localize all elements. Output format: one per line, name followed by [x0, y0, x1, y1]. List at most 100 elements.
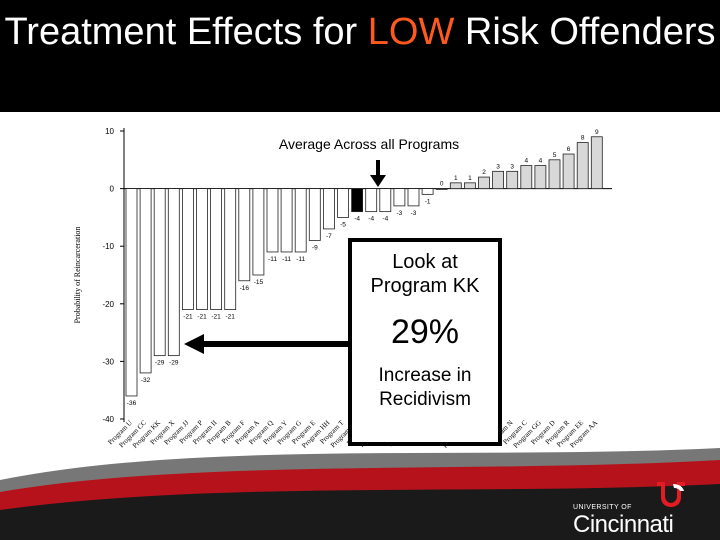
- swoosh-grey: [0, 448, 720, 496]
- bar: [548, 159, 561, 190]
- callout-program: Program KK: [370, 275, 480, 297]
- bar: [478, 176, 490, 190]
- callout-percent: 29%: [390, 313, 460, 351]
- bar-value-label: -32: [141, 377, 151, 384]
- bar-value-label: 4: [539, 158, 543, 165]
- swoosh-dark: [0, 484, 720, 540]
- bar-value-label: -4: [382, 216, 388, 223]
- bar-value-label: -21: [225, 314, 235, 321]
- bar: [435, 188, 448, 190]
- bar: [492, 170, 505, 190]
- bar-value-label: 6: [567, 146, 571, 153]
- bar: [590, 136, 603, 189]
- bar-value-label: -3: [411, 210, 417, 217]
- callout-recidivism: Recidivism: [379, 389, 471, 410]
- chart-bars: [125, 136, 603, 397]
- footer-swoosh: [0, 448, 720, 540]
- y-tick-label: -40: [102, 415, 114, 424]
- bar-value-label: 8: [581, 135, 585, 142]
- bar: [421, 188, 434, 195]
- bar-value-label: -4: [354, 216, 360, 223]
- bar: [365, 188, 378, 213]
- bar-value-label: -11: [268, 256, 277, 263]
- title-highlight: LOW: [367, 11, 455, 53]
- bar-value-label: -11: [296, 256, 305, 263]
- bar-value-label: -15: [254, 279, 264, 286]
- callout-increase: Increase in: [378, 365, 472, 386]
- bar-value-label: 2: [482, 169, 486, 176]
- y-tick-label: 10: [105, 127, 114, 136]
- logo-university-of: UNIVERSITY OF: [573, 504, 632, 511]
- bar-value-label: -21: [183, 314, 193, 321]
- bar: [322, 188, 335, 230]
- bar-value-label: -11: [282, 256, 291, 263]
- callout-line2: Increase in Recidivism: [352, 364, 498, 412]
- bar-value-label: -1: [425, 198, 431, 205]
- bar-value-label: 3: [496, 163, 500, 170]
- bar-value-label: -4: [368, 216, 374, 223]
- bar: [252, 188, 265, 276]
- slide-title: Treatment Effects for LOW Risk Offenders: [0, 8, 720, 56]
- bar: [351, 188, 364, 213]
- bar-value-label: 9: [595, 129, 599, 136]
- bar: [280, 188, 293, 253]
- bar: [125, 188, 138, 397]
- bar-value-label: -21: [197, 314, 207, 321]
- bar-value-label: 0: [440, 181, 444, 188]
- bar: [196, 188, 208, 310]
- bar: [308, 188, 321, 241]
- y-tick-label: 0: [110, 185, 115, 194]
- bar: [224, 188, 237, 310]
- bar: [576, 142, 589, 190]
- bar: [238, 188, 251, 282]
- bar-value-label: 1: [454, 175, 458, 182]
- bar-value-label: -21: [211, 314, 221, 321]
- bar: [181, 188, 194, 310]
- bar-value-label: -29: [155, 360, 165, 367]
- callout-line1: Look at Program KK: [352, 250, 498, 298]
- callout-look-at: Look at: [392, 251, 458, 273]
- bar: [294, 188, 307, 253]
- callout-box: Look at Program KK 29% Increase in Recidiv…: [348, 238, 502, 446]
- chart-value-labels: -36-32-29 -29-21 -21 -21 -21-16-15-11 -11 -11-…: [127, 129, 599, 407]
- bar-value-label: 4: [524, 158, 528, 165]
- bar: [534, 165, 547, 189]
- university-logo: UNIVERSITY OF Cincinnati: [573, 478, 713, 538]
- bar-value-label: 5: [553, 152, 557, 159]
- y-tick-label: -10: [102, 242, 114, 251]
- bar: [449, 182, 462, 189]
- bar: [210, 188, 223, 310]
- bar-value-label: -16: [240, 285, 250, 292]
- chart-annotation: Average Across all Programs: [245, 132, 493, 156]
- callout-arrow: [184, 334, 352, 354]
- bar: [379, 188, 392, 213]
- bar-value-label: -36: [127, 400, 137, 407]
- y-tick-label: -20: [102, 300, 114, 309]
- bar-value-label: -5: [340, 221, 346, 228]
- bar: [407, 188, 420, 207]
- average-arrow: [370, 160, 386, 187]
- y-axis-title: Probability of Reincarceration: [73, 227, 82, 324]
- y-tick-label: -30: [102, 357, 114, 366]
- bar: [562, 153, 575, 189]
- bar: [337, 188, 349, 218]
- bar-value-label: -29: [169, 360, 179, 367]
- title-part2: Risk Offenders: [454, 11, 716, 53]
- bar: [506, 170, 519, 190]
- uc-mark-icon: [657, 482, 685, 507]
- bar: [266, 188, 279, 253]
- bar-value-label: 1: [468, 175, 472, 182]
- bar: [393, 188, 406, 207]
- bar: [463, 182, 476, 189]
- bar-value-label: -3: [397, 210, 403, 217]
- bar: [153, 188, 166, 357]
- title-part1: Treatment Effects for: [4, 11, 368, 53]
- title-bar: [0, 0, 720, 112]
- bar-value-label: -7: [326, 233, 332, 240]
- bar-value-label: 3: [510, 163, 514, 170]
- bar: [520, 165, 533, 189]
- bar: [139, 188, 152, 374]
- bar-value-label: -9: [312, 244, 318, 251]
- bar: [167, 188, 180, 357]
- logo-cincinnati: Cincinnati: [573, 511, 674, 538]
